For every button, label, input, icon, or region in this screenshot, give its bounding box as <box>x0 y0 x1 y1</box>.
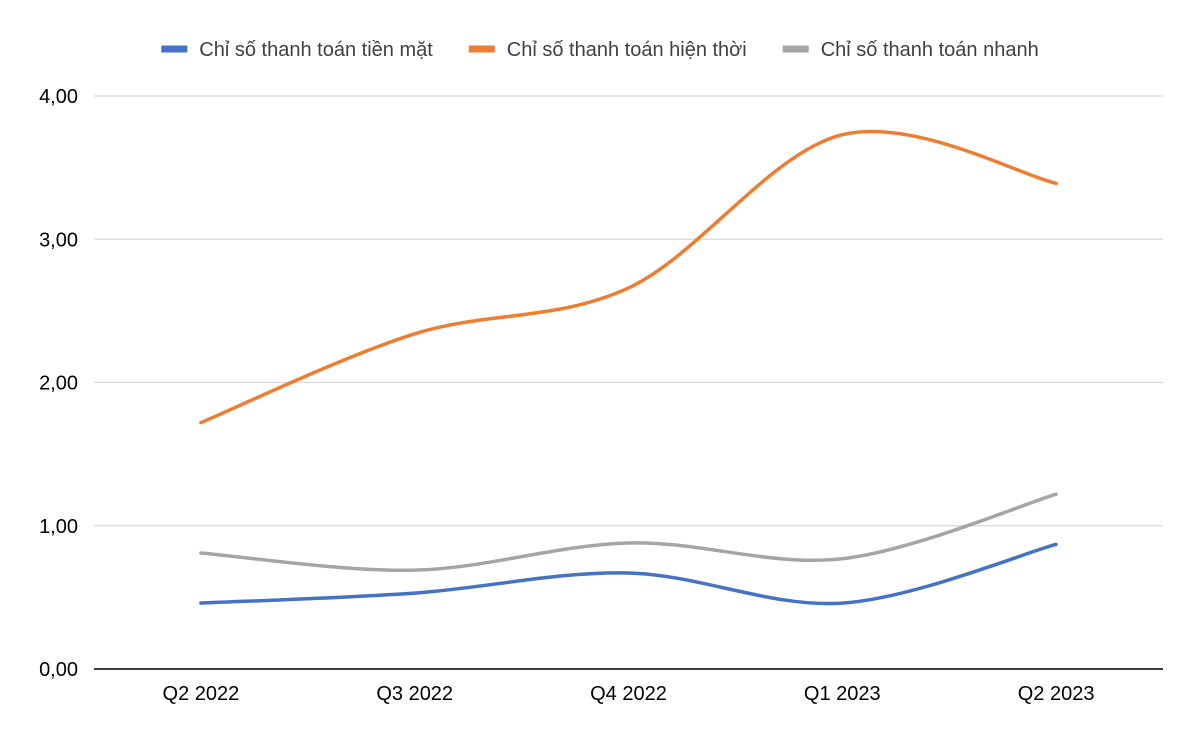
x-tick-label: Q2 2022 <box>163 683 240 705</box>
series-line-1 <box>199 129 1058 425</box>
y-tick-label: 0,00 <box>39 659 78 681</box>
x-tick-label: Q4 2022 <box>590 683 667 705</box>
series-line-0 <box>199 542 1058 606</box>
x-tick-label: Q3 2022 <box>376 683 453 705</box>
legend-item-2: Chỉ số thanh toán nhanh <box>782 39 1039 61</box>
legend-label: Chỉ số thanh toán nhanh <box>821 39 1039 61</box>
legend: Chỉ số thanh toán tiền mặt Chỉ số thanh t… <box>161 39 1039 61</box>
legend-swatch <box>468 45 495 53</box>
x-tick-label: Q1 2023 <box>804 683 881 705</box>
y-tick-label: 1,00 <box>39 516 78 538</box>
axes: 0,00 1,00 2,00 3,00 4,00 Q2 2022 Q3 2022 Q4 202… <box>39 86 1163 705</box>
legend-label: Chỉ số thanh toán hiện thời <box>507 39 747 61</box>
series-line-2 <box>199 492 1058 573</box>
series-lines <box>199 129 1058 606</box>
legend-swatch <box>161 45 188 53</box>
y-tick-label: 3,00 <box>39 229 78 251</box>
legend-label: Chỉ số thanh toán tiền mặt <box>199 39 433 61</box>
legend-swatch <box>782 45 809 53</box>
y-tick-label: 4,00 <box>39 86 78 108</box>
legend-item-1: Chỉ số thanh toán hiện thời <box>468 39 747 61</box>
legend-item-0: Chỉ số thanh toán tiền mặt <box>161 39 433 61</box>
y-tick-label: 2,00 <box>39 373 78 395</box>
gridlines <box>94 95 1163 527</box>
x-tick-label: Q2 2023 <box>1018 683 1095 705</box>
